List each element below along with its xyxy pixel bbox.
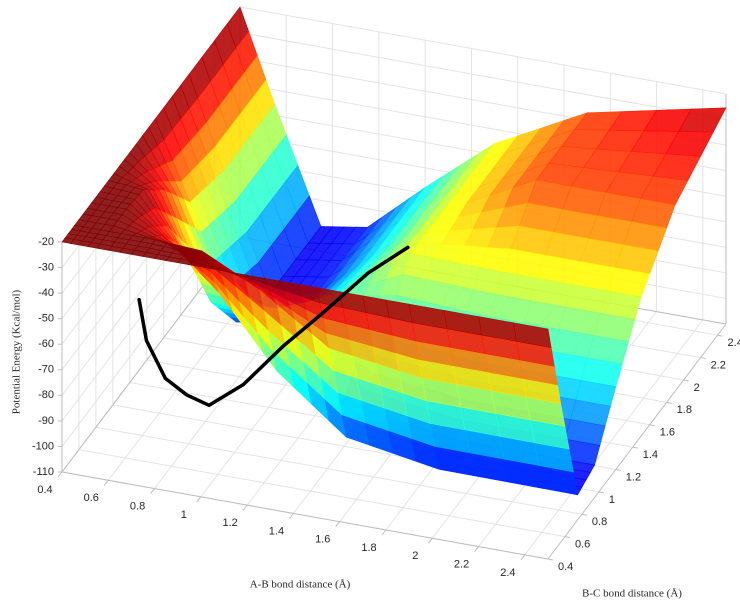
- y-tick: [581, 513, 588, 516]
- axes-front: 0.40.60.811.21.41.61.822.22.4 0.40.60.811…: [32, 236, 740, 579]
- z-tick-label: -110: [33, 466, 54, 478]
- y-tick: [615, 468, 621, 471]
- wall-grid-line: [239, 32, 727, 121]
- x-tick: [427, 537, 433, 544]
- y-tick: [547, 558, 554, 561]
- trajectory: [137, 245, 410, 408]
- y-tick: [666, 401, 672, 404]
- y-tick-label: 2.4: [728, 337, 740, 349]
- y-tick-label: 0.4: [558, 561, 573, 573]
- wall-grid-line: [239, 6, 727, 95]
- axis-line: [547, 323, 727, 560]
- y-tick-label: 1.2: [626, 471, 641, 483]
- y-tick-label: 1.8: [677, 404, 692, 416]
- z-tick-label: -80: [38, 389, 54, 401]
- x-tick-label: 1.2: [222, 517, 237, 529]
- y-tick: [632, 446, 638, 449]
- y-tick: [598, 491, 604, 494]
- x-tick-label: 0.4: [37, 484, 52, 496]
- x-tick: [289, 513, 294, 519]
- z-tick-label: -90: [38, 415, 54, 427]
- y-tick: [700, 357, 706, 360]
- x-tick-label: 1.4: [269, 525, 284, 537]
- x-tick-label: 1.8: [361, 542, 376, 554]
- x-tick: [474, 546, 479, 552]
- x-tick: [103, 479, 109, 486]
- x-tick: [57, 471, 63, 478]
- z-tick-label: -60: [38, 338, 54, 350]
- floor-grid-line: [524, 319, 704, 556]
- axis-line: [61, 471, 549, 560]
- floor-grid-line: [78, 449, 566, 538]
- floor-grid-line: [95, 426, 582, 515]
- z-tick-label: -30: [38, 261, 54, 273]
- z-tick-label: -20: [38, 236, 54, 248]
- y-tick-label: 2.2: [711, 359, 726, 371]
- z-tick-label: -50: [38, 313, 54, 325]
- y-tick: [649, 424, 655, 427]
- x-tick-label: 2.4: [500, 567, 515, 579]
- surface: [61, 6, 727, 496]
- x-tick: [242, 504, 248, 511]
- y-tick-label: 0.6: [575, 539, 590, 551]
- x-tick-label: 0.6: [84, 492, 99, 504]
- surface-patch: [512, 322, 552, 348]
- z-tick-label: -70: [38, 364, 54, 376]
- y-tick: [564, 536, 571, 539]
- z-tick-label: -40: [38, 287, 54, 299]
- x-tick: [150, 488, 155, 494]
- y-tick-label: 1: [609, 494, 615, 506]
- x-tick: [381, 529, 387, 536]
- x-tick: [196, 496, 202, 503]
- y-tick-label: 2: [694, 382, 700, 394]
- y-tick-label: 1.4: [643, 449, 658, 461]
- x-tick-label: 2: [412, 550, 418, 562]
- x-tick: [335, 521, 341, 528]
- z-tick-label: -100: [32, 440, 54, 452]
- y-axis-label: B-C bond distance (Å): [582, 588, 682, 600]
- x-axis-label: A-B bond distance (Å): [250, 579, 351, 591]
- x-tick-label: 1.6: [315, 534, 330, 546]
- y-tick: [683, 379, 689, 382]
- y-tick: [717, 334, 723, 337]
- x-tick-label: 2.2: [454, 558, 469, 570]
- x-tick: [520, 554, 526, 561]
- y-tick-label: 0.8: [592, 516, 607, 528]
- x-tick-label: 0.8: [130, 500, 145, 512]
- x-tick-label: 1: [181, 509, 187, 521]
- y-tick-label: 1.6: [660, 427, 675, 439]
- z-axis-label: Potential Energy (Kcal/mol): [11, 289, 23, 414]
